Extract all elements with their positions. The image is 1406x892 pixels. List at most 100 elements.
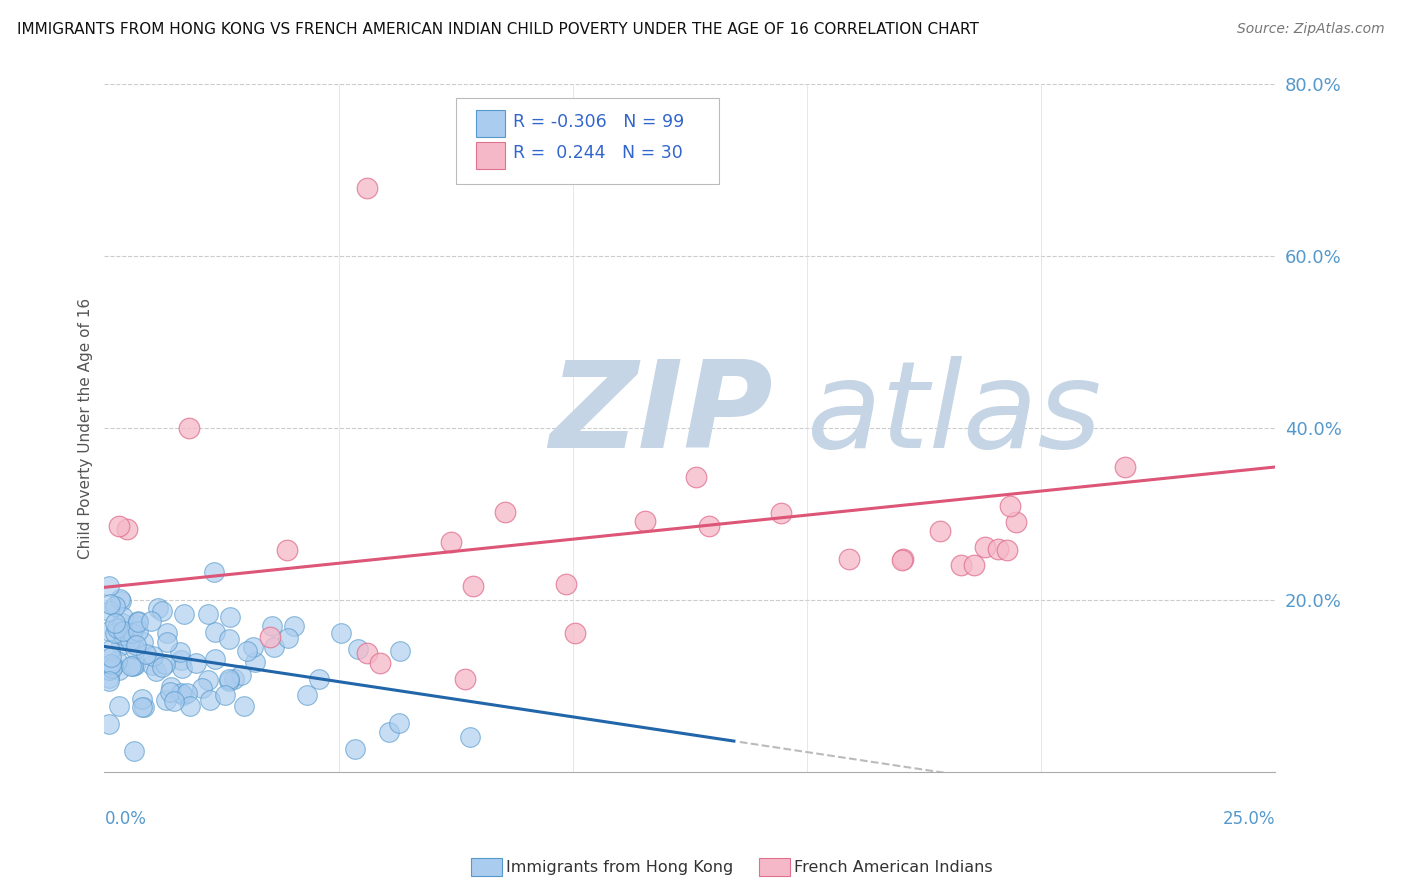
Point xyxy=(458,730,481,744)
Point xyxy=(108,592,131,607)
Point xyxy=(344,741,367,756)
Point xyxy=(173,607,195,621)
Point xyxy=(218,632,240,647)
Point xyxy=(461,579,484,593)
Point xyxy=(132,634,155,648)
Point xyxy=(101,658,124,673)
Point xyxy=(122,744,145,758)
Point xyxy=(98,671,121,685)
Point xyxy=(685,470,707,484)
Point xyxy=(197,607,219,621)
Point xyxy=(177,421,200,435)
Point xyxy=(197,673,219,687)
Bar xyxy=(475,142,505,169)
Point xyxy=(454,673,477,687)
Point xyxy=(142,648,165,663)
Point xyxy=(204,652,226,666)
Point xyxy=(198,692,221,706)
Point xyxy=(100,657,122,671)
Y-axis label: Child Poverty Under the Age of 16: Child Poverty Under the Age of 16 xyxy=(79,298,93,559)
Point xyxy=(124,657,146,672)
Point xyxy=(242,640,264,655)
Point xyxy=(98,716,121,731)
Point xyxy=(263,640,285,654)
Point xyxy=(308,672,330,686)
Point xyxy=(112,627,135,641)
Point xyxy=(98,624,121,638)
Point xyxy=(104,625,127,640)
Point xyxy=(214,688,236,702)
Point xyxy=(259,630,281,644)
Point xyxy=(131,700,153,714)
Point xyxy=(108,518,131,533)
Point xyxy=(170,686,193,700)
Point xyxy=(276,543,298,558)
Point xyxy=(98,579,121,593)
Point xyxy=(222,672,245,686)
Point xyxy=(111,610,134,624)
Point xyxy=(440,534,463,549)
Point xyxy=(98,663,121,677)
Point xyxy=(98,598,121,612)
Point xyxy=(105,654,128,668)
Point xyxy=(155,657,177,671)
Point xyxy=(890,553,912,567)
Point xyxy=(122,659,145,673)
Text: IMMIGRANTS FROM HONG KONG VS FRENCH AMERICAN INDIAN CHILD POVERTY UNDER THE AGE : IMMIGRANTS FROM HONG KONG VS FRENCH AMER… xyxy=(17,22,979,37)
Point xyxy=(150,603,173,617)
Point xyxy=(172,688,194,702)
Text: ZIP: ZIP xyxy=(550,356,773,473)
Point xyxy=(1004,515,1026,529)
Point xyxy=(236,644,259,658)
Point xyxy=(105,621,128,635)
Point xyxy=(229,668,252,682)
Point xyxy=(204,625,226,640)
Point xyxy=(156,635,179,649)
Point xyxy=(179,699,201,714)
Point xyxy=(163,694,186,708)
Point xyxy=(132,699,155,714)
Point xyxy=(107,663,129,677)
Point xyxy=(148,601,170,615)
Point xyxy=(950,558,973,572)
Point xyxy=(494,505,516,519)
Point xyxy=(127,624,149,638)
Point xyxy=(283,619,305,633)
Point xyxy=(219,609,242,624)
Point xyxy=(260,619,283,633)
Point xyxy=(564,626,586,640)
Text: 25.0%: 25.0% xyxy=(1223,810,1275,828)
Point xyxy=(554,576,576,591)
Point xyxy=(135,648,157,662)
Point xyxy=(141,658,163,673)
Text: atlas: atlas xyxy=(807,356,1102,473)
Point xyxy=(127,615,149,629)
Point xyxy=(998,499,1021,513)
Point xyxy=(98,674,121,689)
Point xyxy=(963,558,986,573)
Point xyxy=(150,660,173,674)
Point xyxy=(356,646,378,660)
Point xyxy=(124,642,146,657)
Point xyxy=(356,180,378,194)
Point xyxy=(169,645,191,659)
Point xyxy=(98,604,121,618)
Point xyxy=(368,657,391,671)
Point xyxy=(104,599,127,614)
Point xyxy=(388,644,411,658)
Point xyxy=(127,615,149,630)
Point xyxy=(112,624,135,638)
Point xyxy=(98,643,121,657)
Point xyxy=(159,685,181,699)
Point xyxy=(100,650,122,665)
Point xyxy=(218,673,240,688)
Point xyxy=(125,638,148,652)
Point xyxy=(277,631,299,645)
FancyBboxPatch shape xyxy=(456,98,718,184)
Point xyxy=(388,716,411,731)
Point xyxy=(101,661,124,675)
Point xyxy=(156,626,179,640)
Text: French American Indians: French American Indians xyxy=(794,860,993,874)
Point xyxy=(176,686,198,700)
Text: R =  0.244   N = 30: R = 0.244 N = 30 xyxy=(513,145,683,162)
